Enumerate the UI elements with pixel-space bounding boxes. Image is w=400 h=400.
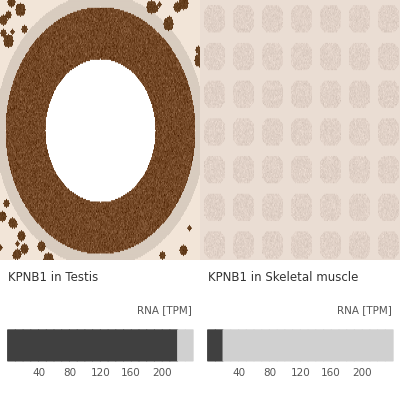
FancyBboxPatch shape xyxy=(15,329,24,362)
FancyBboxPatch shape xyxy=(315,329,324,362)
FancyBboxPatch shape xyxy=(169,329,178,362)
Text: RNA [TPM]: RNA [TPM] xyxy=(137,305,192,315)
Text: 160: 160 xyxy=(121,368,141,378)
FancyBboxPatch shape xyxy=(84,329,93,362)
Text: KPNB1 in Testis: KPNB1 in Testis xyxy=(8,271,98,284)
FancyBboxPatch shape xyxy=(54,329,62,362)
FancyBboxPatch shape xyxy=(123,329,132,362)
FancyBboxPatch shape xyxy=(261,329,270,362)
FancyBboxPatch shape xyxy=(22,329,31,362)
Text: 120: 120 xyxy=(90,368,110,378)
FancyBboxPatch shape xyxy=(77,329,86,362)
FancyBboxPatch shape xyxy=(354,329,363,362)
Text: 160: 160 xyxy=(321,368,341,378)
FancyBboxPatch shape xyxy=(46,329,54,362)
FancyBboxPatch shape xyxy=(254,329,262,362)
FancyBboxPatch shape xyxy=(115,329,124,362)
FancyBboxPatch shape xyxy=(138,329,147,362)
Text: 200: 200 xyxy=(352,368,372,378)
FancyBboxPatch shape xyxy=(177,329,186,362)
Text: 80: 80 xyxy=(263,368,276,378)
FancyBboxPatch shape xyxy=(108,329,116,362)
FancyBboxPatch shape xyxy=(362,329,370,362)
Text: KPNB1 in Skeletal muscle: KPNB1 in Skeletal muscle xyxy=(208,271,358,284)
FancyBboxPatch shape xyxy=(162,329,170,362)
FancyBboxPatch shape xyxy=(308,329,316,362)
FancyBboxPatch shape xyxy=(215,329,224,362)
FancyBboxPatch shape xyxy=(100,329,109,362)
FancyBboxPatch shape xyxy=(131,329,140,362)
FancyBboxPatch shape xyxy=(331,329,340,362)
FancyBboxPatch shape xyxy=(238,329,247,362)
FancyBboxPatch shape xyxy=(377,329,386,362)
FancyBboxPatch shape xyxy=(323,329,332,362)
Text: 200: 200 xyxy=(152,368,172,378)
FancyBboxPatch shape xyxy=(69,329,78,362)
FancyBboxPatch shape xyxy=(338,329,347,362)
FancyBboxPatch shape xyxy=(7,329,16,362)
Text: RNA [TPM]: RNA [TPM] xyxy=(337,305,392,315)
FancyBboxPatch shape xyxy=(284,329,293,362)
FancyBboxPatch shape xyxy=(269,329,278,362)
FancyBboxPatch shape xyxy=(277,329,286,362)
FancyBboxPatch shape xyxy=(92,329,101,362)
FancyBboxPatch shape xyxy=(369,329,378,362)
FancyBboxPatch shape xyxy=(30,329,39,362)
FancyBboxPatch shape xyxy=(222,329,231,362)
FancyBboxPatch shape xyxy=(185,329,194,362)
Text: 120: 120 xyxy=(290,368,310,378)
FancyBboxPatch shape xyxy=(61,329,70,362)
FancyBboxPatch shape xyxy=(207,329,216,362)
Text: 40: 40 xyxy=(32,368,45,378)
FancyBboxPatch shape xyxy=(154,329,163,362)
FancyBboxPatch shape xyxy=(146,329,155,362)
Text: 40: 40 xyxy=(232,368,245,378)
Text: 80: 80 xyxy=(63,368,76,378)
FancyBboxPatch shape xyxy=(292,329,301,362)
FancyBboxPatch shape xyxy=(385,329,394,362)
FancyBboxPatch shape xyxy=(38,329,47,362)
FancyBboxPatch shape xyxy=(300,329,309,362)
FancyBboxPatch shape xyxy=(246,329,254,362)
FancyBboxPatch shape xyxy=(346,329,355,362)
FancyBboxPatch shape xyxy=(230,329,239,362)
